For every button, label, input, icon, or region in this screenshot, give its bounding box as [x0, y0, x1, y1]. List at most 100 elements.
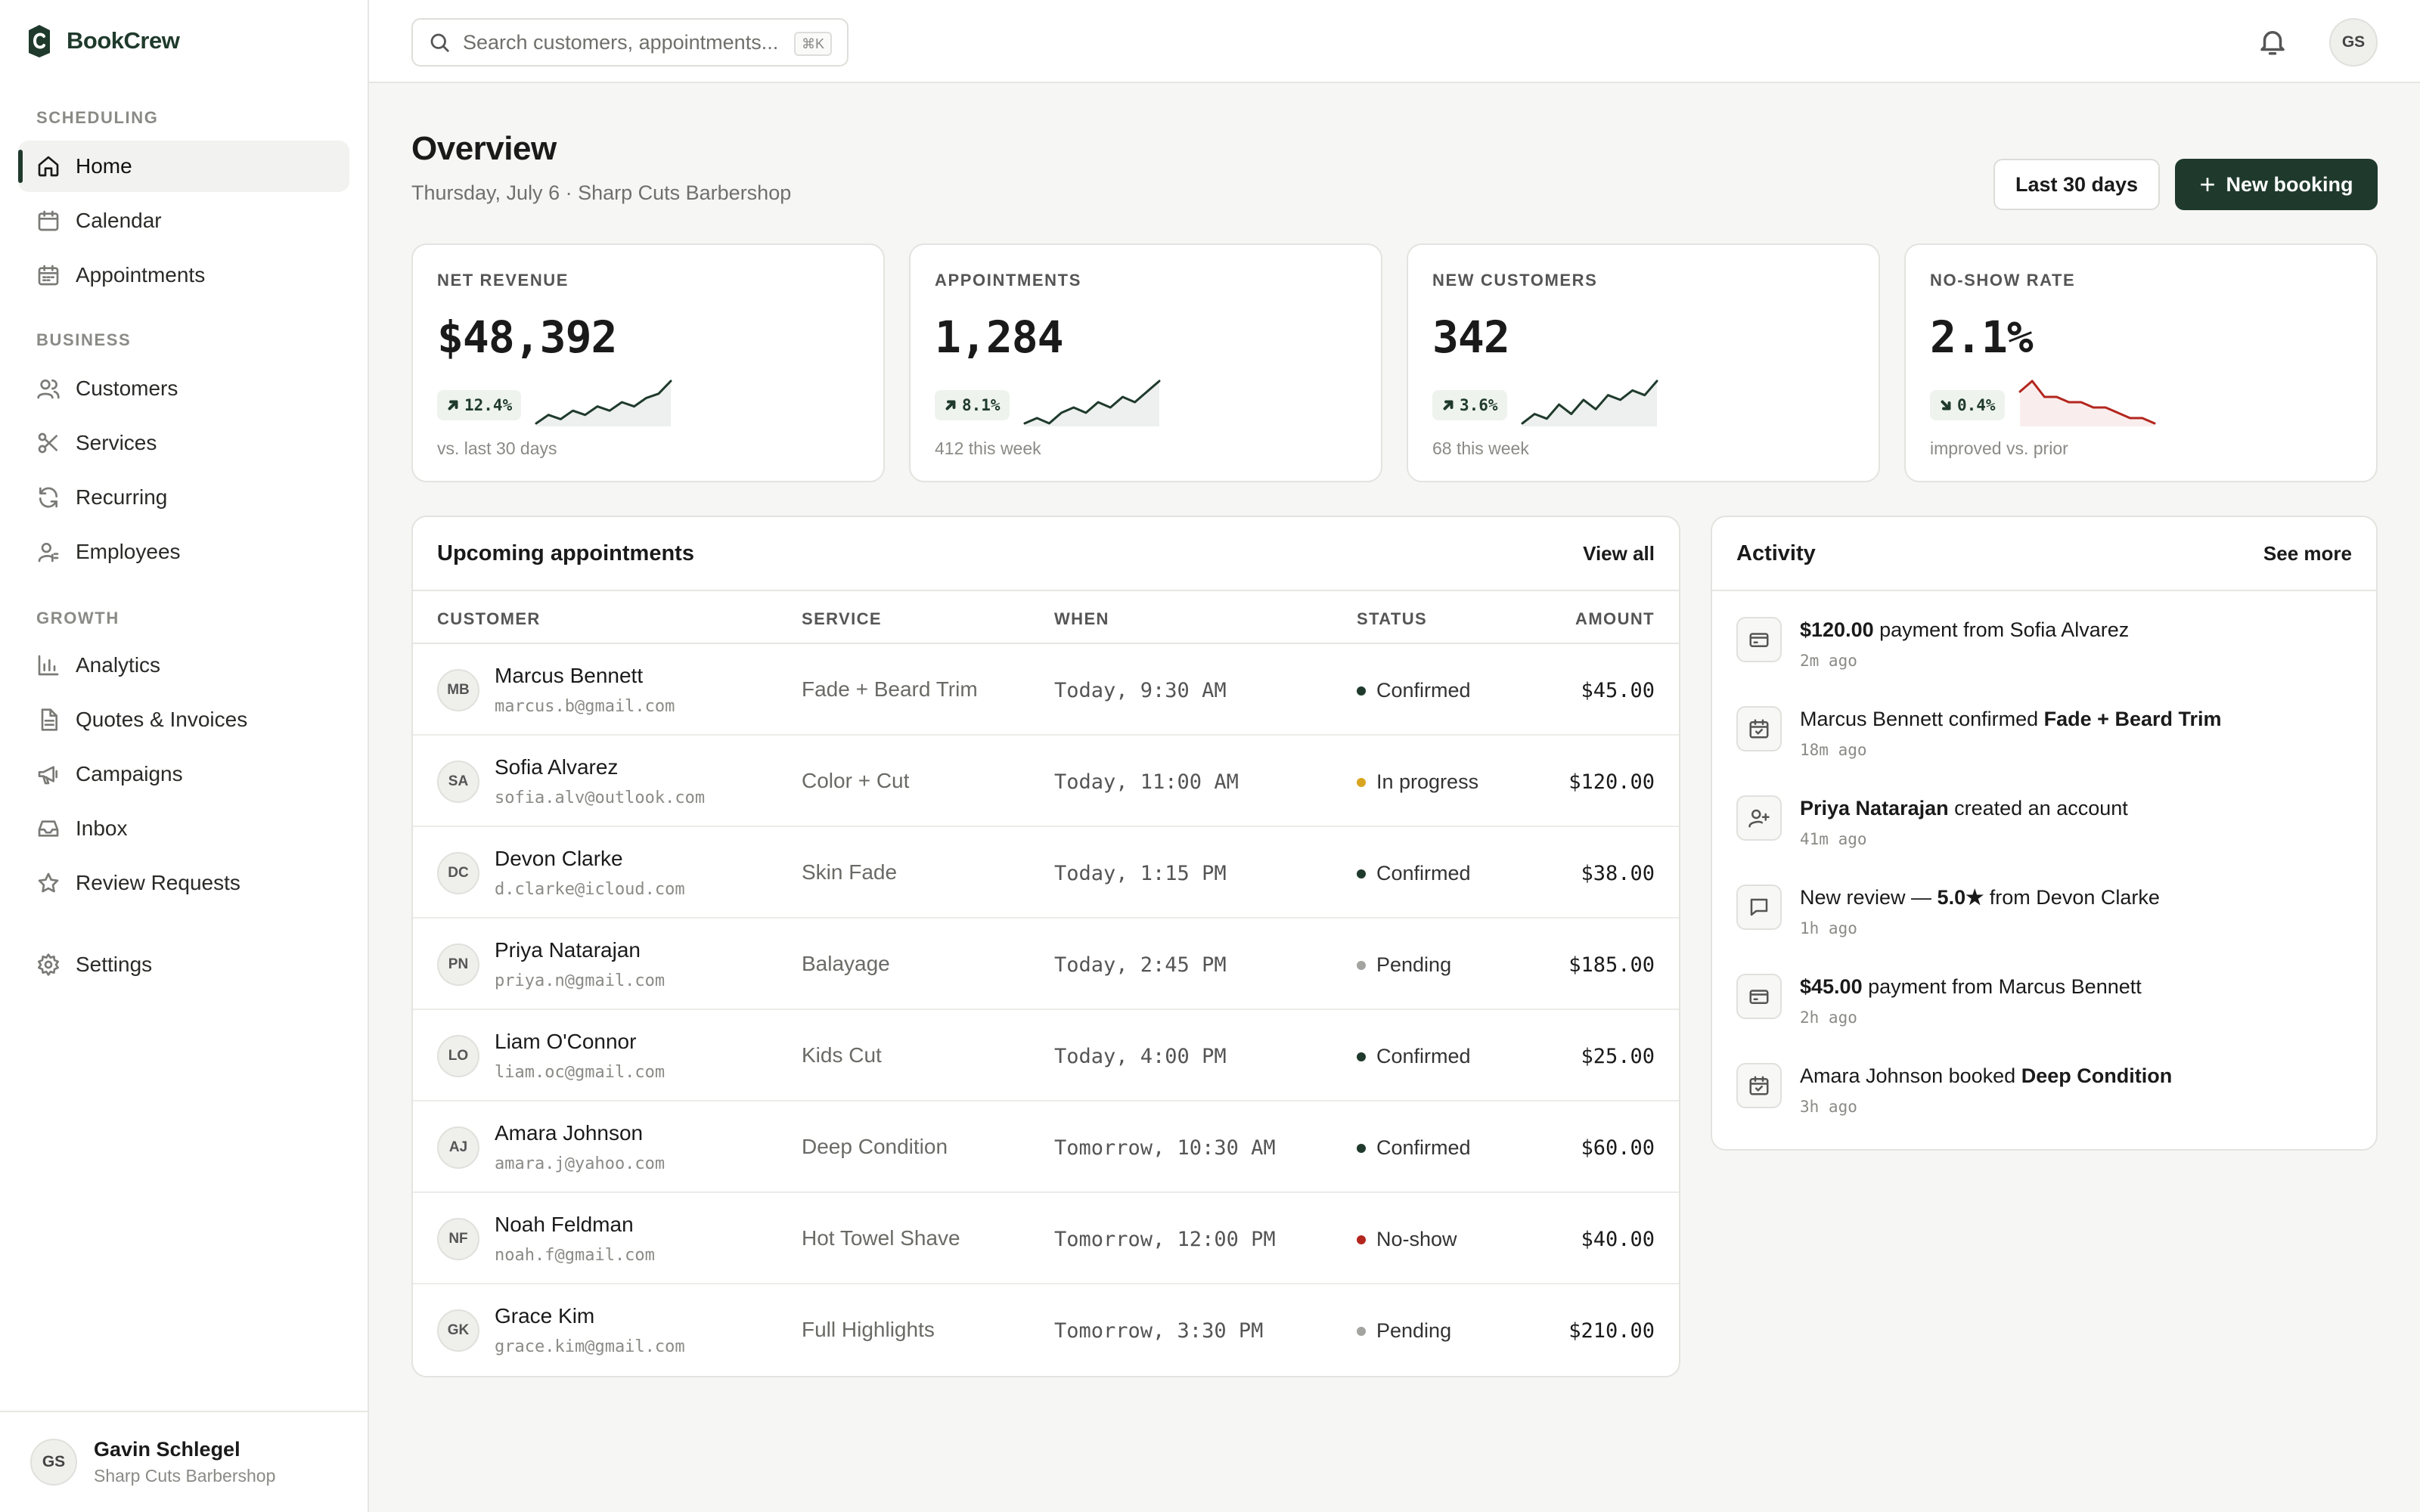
sidebar-item-services[interactable]: Services [18, 417, 349, 469]
user-org: Sharp Cuts Barbershop [94, 1466, 276, 1486]
table-row[interactable]: AJ Amara Johnson amara.j@yahoo.com Deep Con… [413, 1101, 1679, 1193]
activity-time: 3h ago [1800, 1098, 1857, 1116]
activity-text-part: Priya Natarajan [1800, 797, 1949, 820]
status-label: Pending [1376, 953, 1452, 976]
status-label: Confirmed [1376, 862, 1471, 885]
sidebar-item-analytics[interactable]: Analytics [18, 640, 349, 691]
date-range-button[interactable]: Last 30 days [1993, 159, 2160, 210]
status-label: Confirmed [1376, 679, 1471, 702]
sparkline-area [1522, 381, 1657, 426]
sidebar-item-appointments[interactable]: Appointments [18, 249, 349, 301]
user-profile[interactable]: GS Gavin Schlegel Sharp Cuts Barbershop [0, 1411, 368, 1512]
table-row[interactable]: GK Grace Kim grace.kim@gmail.com Full Highl… [413, 1284, 1679, 1376]
customer-name: Marcus Bennett [495, 664, 644, 687]
activity-item[interactable]: $120.00 payment from Sofia Alvarez 2m ago [1712, 602, 2376, 691]
customer-name: Devon Clarke [495, 847, 623, 870]
activity-text-part: payment from Sofia Alvarez [1873, 618, 2130, 641]
sidebar-item-home[interactable]: Home [18, 141, 349, 192]
document-icon [36, 708, 60, 732]
status-label: Confirmed [1376, 1136, 1471, 1159]
kpi-card-new-customers: NEW CUSTOMERS 342 3.6% 68 this week [1407, 243, 1880, 482]
sidebar-item-label: Quotes & Invoices [76, 708, 248, 731]
activity-time: 1h ago [1800, 919, 1857, 937]
kpi-value: 2.1% [1930, 311, 2034, 363]
calendar-check-icon [1736, 706, 1782, 751]
customer-name: Amara Johnson [495, 1121, 644, 1145]
sidebar-item-campaigns[interactable]: Campaigns [18, 748, 349, 800]
kpi-change: 8.1% [962, 396, 1001, 414]
table-row[interactable]: NF Noah Feldman noah.f@gmail.com Hot Towel … [413, 1193, 1679, 1284]
appointment-time: Today, 9:30 AM [1054, 679, 1227, 702]
sparkline-area [536, 381, 672, 426]
sidebar-item-customers[interactable]: Customers [18, 363, 349, 414]
service-name: Color + Cut [802, 769, 910, 792]
sidebar-item-employees[interactable]: Employees [18, 526, 349, 578]
column-header-amount[interactable]: AMOUNT [1575, 609, 1655, 628]
view-all-link[interactable]: View all [1583, 541, 1655, 565]
status-badge: No-show [1357, 1228, 1457, 1251]
avatar[interactable]: GS [2329, 18, 2378, 67]
activity-text: New review — 5.0★ from Devon Clarke [1800, 886, 2160, 909]
appointment-amount: $45.00 [1581, 679, 1655, 702]
activity-item[interactable]: Priya Natarajan created an account 41m ag… [1712, 780, 2376, 869]
sidebar-item-inbox[interactable]: Inbox [18, 803, 349, 854]
activity-time: 2m ago [1800, 652, 1857, 670]
sidebar-item-calendar[interactable]: Calendar [18, 195, 349, 246]
customer-name: Grace Kim [495, 1304, 595, 1328]
activity-text: $120.00 payment from Sofia Alvarez [1800, 618, 2129, 642]
page-subtitle: Thursday, July 6 · Sharp Cuts Barbershop [411, 181, 792, 204]
avatar: SA [437, 761, 479, 803]
sidebar-item-quotes-invoices[interactable]: Quotes & Invoices [18, 694, 349, 745]
sidebar-item-review-requests[interactable]: Review Requests [18, 857, 349, 909]
brand[interactable]: BookCrew [24, 21, 180, 60]
appointment-time: Today, 1:15 PM [1054, 862, 1227, 885]
bell-icon[interactable] [2257, 26, 2288, 57]
activity-text-part: 5.0★ [1937, 886, 1984, 909]
sidebar-item-recurring[interactable]: Recurring [18, 472, 349, 523]
column-header-status[interactable]: STATUS [1357, 609, 1428, 628]
table-row[interactable]: LO Liam O'Connor liam.oc@gmail.com Kids Cut… [413, 1010, 1679, 1101]
service-name: Kids Cut [802, 1043, 882, 1067]
kpi-note: 68 this week [1432, 438, 1529, 458]
appointment-amount: $38.00 [1581, 862, 1655, 885]
activity-panel: Activity See more $120.00 payment from S… [1711, 516, 2378, 1151]
column-header-customer[interactable]: CUSTOMER [437, 609, 541, 628]
activity-item[interactable]: Marcus Bennett confirmed Fade + Beard Tr… [1712, 691, 2376, 780]
appointment-amount: $210.00 [1568, 1319, 1655, 1343]
table-row[interactable]: SA Sofia Alvarez sofia.alv@outlook.com Colo… [413, 736, 1679, 827]
status-label: Pending [1376, 1319, 1452, 1342]
search-input[interactable]: Search customers, appointments... ⌘K [411, 18, 849, 67]
table-row[interactable]: DC Devon Clarke d.clarke@icloud.com Skin Fa… [413, 827, 1679, 919]
appointments-table-body: MB Marcus Bennett marcus.b@gmail.com Fade +… [413, 644, 1679, 1376]
service-name: Fade + Beard Trim [802, 677, 978, 701]
home-icon [36, 154, 60, 178]
sparkline-line [535, 380, 672, 425]
status-dot [1357, 1052, 1366, 1061]
customer-name: Noah Feldman [495, 1213, 634, 1236]
new-booking-button[interactable]: + New booking [2175, 159, 2378, 210]
kpi-value: 1,284 [935, 311, 1064, 363]
arrow-down-right-icon [1941, 400, 1951, 411]
arrow-up-right-icon [945, 400, 956, 411]
table-row[interactable]: MB Marcus Bennett marcus.b@gmail.com Fade +… [413, 644, 1679, 736]
appointment-amount: $40.00 [1581, 1228, 1655, 1251]
sidebar-item-label: Services [76, 431, 157, 454]
arrow-up-right-icon [1443, 400, 1454, 411]
kpi-change-badge: 12.4% [437, 390, 522, 420]
activity-item[interactable]: Amara Johnson booked Deep Condition 3h ag… [1712, 1048, 2376, 1137]
status-dot [1357, 686, 1366, 696]
see-more-link[interactable]: See more [2263, 541, 2352, 565]
service-name: Skin Fade [802, 860, 898, 884]
appointment-time: Today, 2:45 PM [1054, 953, 1227, 977]
activity-item[interactable]: $45.00 payment from Marcus Bennett 2h ago [1712, 959, 2376, 1048]
arrow-up-right-icon [448, 400, 458, 411]
status-badge: Confirmed [1357, 679, 1471, 702]
sidebar-item-settings[interactable]: Settings [18, 939, 349, 990]
status-dot [1357, 1143, 1366, 1153]
activity-item[interactable]: New review — 5.0★ from Devon Clarke 1h ag… [1712, 869, 2376, 959]
column-header-when[interactable]: WHEN [1054, 609, 1109, 628]
sidebar-item-label: Employees [76, 540, 181, 563]
table-row[interactable]: PN Priya Natarajan priya.n@gmail.com Balaya… [413, 919, 1679, 1010]
calendar-icon [36, 209, 60, 233]
column-header-service[interactable]: SERVICE [802, 609, 882, 628]
